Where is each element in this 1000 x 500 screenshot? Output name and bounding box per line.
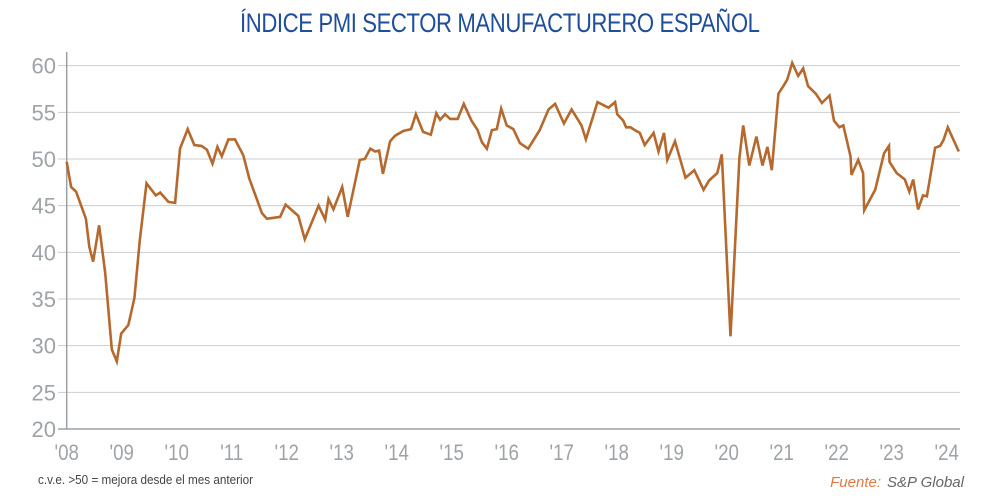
x-tick-label: '18 xyxy=(605,442,629,466)
source-label: Fuente: xyxy=(830,474,881,491)
x-tick-label: '10 xyxy=(165,442,189,466)
x-tick-label: '22 xyxy=(825,442,849,466)
y-tick-label: 35 xyxy=(32,287,56,312)
x-tick-label: '08 xyxy=(55,442,79,466)
y-tick-label: 50 xyxy=(32,147,56,172)
x-tick-label: '21 xyxy=(770,442,794,466)
x-tick-label: '13 xyxy=(330,442,354,466)
x-tick-label: '20 xyxy=(715,442,739,466)
series-pmi xyxy=(65,59,960,367)
x-tick-label: '17 xyxy=(550,442,574,466)
x-tick-label: '12 xyxy=(275,442,299,466)
chart-title-text: ÍNDICE PMI SECTOR MANUFACTURERO ESPAÑOL xyxy=(240,8,760,38)
source-credit: Fuente: S&P Global xyxy=(830,474,964,491)
y-tick-label: 55 xyxy=(32,100,56,125)
y-tick-label: 45 xyxy=(32,194,56,219)
y-tick-label: 20 xyxy=(32,417,56,442)
y-tick-label: 25 xyxy=(32,380,56,405)
x-tick-label: '11 xyxy=(220,442,243,466)
x-tick-label: '14 xyxy=(385,442,409,466)
y-tick-label: 60 xyxy=(32,54,56,79)
source-value: S&P Global xyxy=(887,474,964,491)
x-tick-label: '09 xyxy=(110,442,134,466)
y-tick-label: 40 xyxy=(32,240,56,265)
footnote: c.v.e. >50 = mejora desde el mes anterio… xyxy=(38,472,254,487)
axes: 20 25 30 35 40 45 50 55 60 '08 '09 '10 '11 '12 '13 '14 '… xyxy=(32,52,959,465)
x-tick-label: '16 xyxy=(495,442,519,466)
pmi-line xyxy=(65,59,960,367)
x-tick-label: '19 xyxy=(660,442,684,466)
gridlines xyxy=(58,65,960,430)
x-tick-label: '24 xyxy=(935,442,959,466)
y-tick-label: 30 xyxy=(32,334,56,359)
chart-title: ÍNDICE PMI SECTOR MANUFACTURERO ESPAÑOL xyxy=(0,8,1000,39)
x-tick-label: '15 xyxy=(440,442,464,466)
x-tick-label: '23 xyxy=(880,442,904,466)
